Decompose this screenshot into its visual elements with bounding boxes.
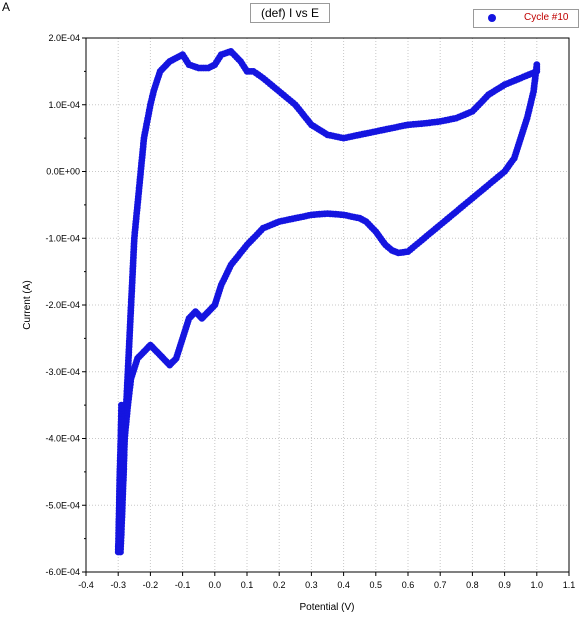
y-tick-label: -3.0E-04 (45, 367, 80, 377)
x-tick-label: 0.2 (273, 580, 286, 590)
y-tick-label: -5.0E-04 (45, 500, 80, 510)
y-tick-label: -6.0E-04 (45, 567, 80, 577)
y-axis-title: Current (A) (22, 280, 33, 329)
legend-label: Cycle #10 (524, 12, 569, 23)
x-tick-label: 1.0 (531, 580, 544, 590)
y-axis: 2.0E-04 1.0E-04 0.0E+00 -1.0E-04 -2.0E-04 -3.… (45, 33, 86, 577)
x-tick-label: -0.3 (110, 580, 126, 590)
x-tick-label: 0.0 (209, 580, 222, 590)
x-tick-label: 0.5 (370, 580, 383, 590)
panel-letter: A (2, 0, 11, 14)
x-tick-label: 1.1 (563, 580, 576, 590)
x-tick-label: -0.4 (78, 580, 94, 590)
x-tick-label: -0.2 (143, 580, 159, 590)
chart-title: (def) I vs E (250, 3, 330, 23)
grid (86, 38, 569, 572)
x-tick-label: 0.3 (305, 580, 318, 590)
y-tick-label: 0.0E+00 (46, 167, 80, 177)
y-tick-label: 2.0E-04 (48, 33, 80, 43)
x-axis-title: Potential (V) (299, 602, 354, 613)
x-tick-label: 0.8 (466, 580, 479, 590)
y-tick-label: -1.0E-04 (45, 233, 80, 243)
x-axis: -0.4 -0.3 -0.2 -0.1 0.0 0.1 0.2 0.3 0.4 0.5 0.6 0.7… (78, 572, 575, 590)
x-tick-label: 0.9 (498, 580, 511, 590)
y-tick-label: -4.0E-04 (45, 434, 80, 444)
y-tick-label: 1.0E-04 (48, 100, 80, 110)
x-tick-label: 0.6 (402, 580, 415, 590)
data-points (114, 48, 541, 556)
legend-marker (488, 14, 496, 22)
y-tick-label: -2.0E-04 (45, 300, 80, 310)
x-tick-label: 0.4 (337, 580, 350, 590)
data-point (118, 401, 125, 409)
legend: Cycle #10 (473, 9, 579, 28)
x-tick-label: 0.1 (241, 580, 254, 590)
x-tick-label: -0.1 (175, 580, 191, 590)
x-tick-label: 0.7 (434, 580, 447, 590)
